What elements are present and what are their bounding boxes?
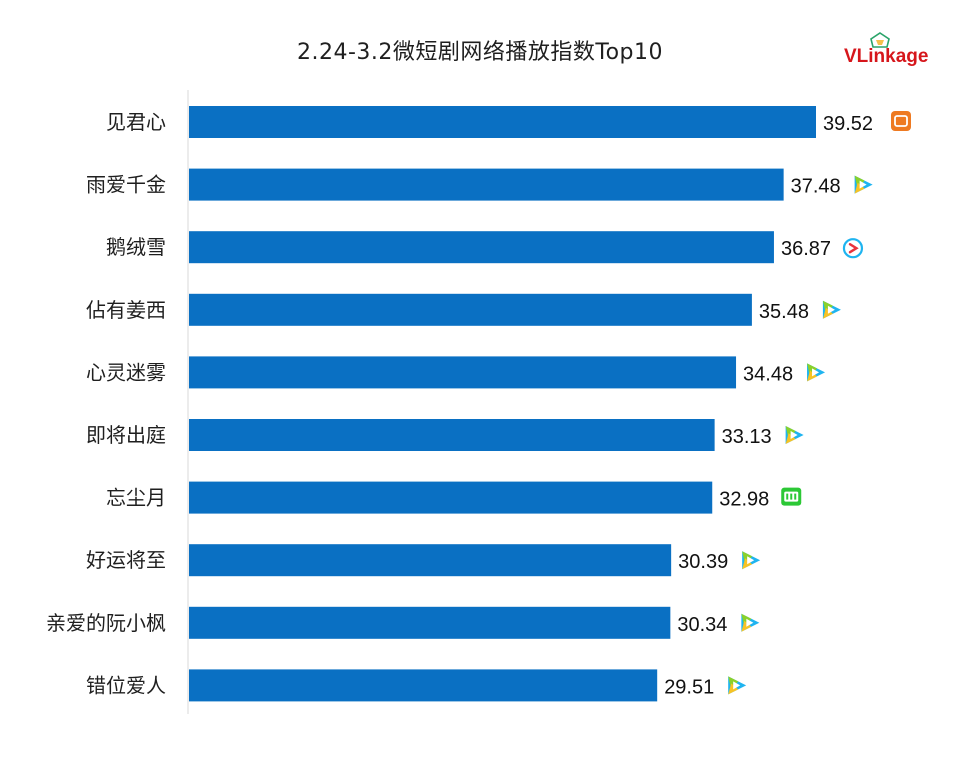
- tencent-video-icon: [807, 363, 826, 382]
- logo-text: VLinkage: [844, 46, 929, 67]
- bar: [189, 293, 752, 326]
- category-label: 错位爱人: [86, 673, 166, 697]
- chart-title: 2.24-3.2微短剧网络播放指数Top10: [296, 40, 664, 65]
- vlinkage-logo: VLinkage: [844, 32, 944, 74]
- tencent-video-icon: [822, 300, 841, 319]
- bar: [189, 168, 784, 201]
- category-label: 亲爱的阮小枫: [46, 611, 166, 635]
- category-label: 鹅绒雪: [106, 235, 166, 259]
- bar: [189, 481, 713, 514]
- youku-icon: [842, 238, 864, 259]
- tencent-video-icon: [728, 676, 747, 695]
- tencent-video-icon: [785, 426, 804, 444]
- value-label: 30.34: [677, 614, 727, 636]
- bar: [189, 231, 774, 264]
- category-label: 雨爱千金: [86, 173, 166, 197]
- tencent-video-icon: [854, 175, 873, 194]
- bar: [189, 606, 671, 639]
- category-label: 好运将至: [86, 548, 166, 572]
- iqiyi-icon: [781, 487, 802, 506]
- value-label: 35.48: [759, 301, 809, 323]
- value-label: 34.48: [743, 363, 793, 385]
- logo-house-icon: [870, 32, 890, 48]
- tencent-video-icon: [742, 551, 761, 570]
- tencent-video-icon: [741, 613, 760, 632]
- value-label: 39.52: [823, 113, 873, 135]
- bar: [189, 419, 715, 451]
- value-label: 30.39: [678, 551, 728, 573]
- value-label: 36.87: [781, 238, 831, 260]
- category-label: 即将出庭: [86, 423, 166, 447]
- category-label: 忘尘月: [106, 486, 166, 510]
- bar: [189, 106, 816, 138]
- value-label: 29.51: [664, 676, 714, 698]
- value-label: 37.48: [791, 176, 841, 198]
- category-label: 见君心: [106, 110, 166, 134]
- category-label: 佔有姜西: [86, 298, 166, 322]
- bar: [189, 544, 672, 577]
- mango-tv-icon: [891, 111, 911, 131]
- bar: [189, 356, 737, 389]
- category-label: 心灵迷雾: [86, 360, 166, 384]
- bar: [189, 669, 658, 702]
- value-label: 33.13: [722, 426, 772, 448]
- value-label: 32.98: [719, 489, 769, 511]
